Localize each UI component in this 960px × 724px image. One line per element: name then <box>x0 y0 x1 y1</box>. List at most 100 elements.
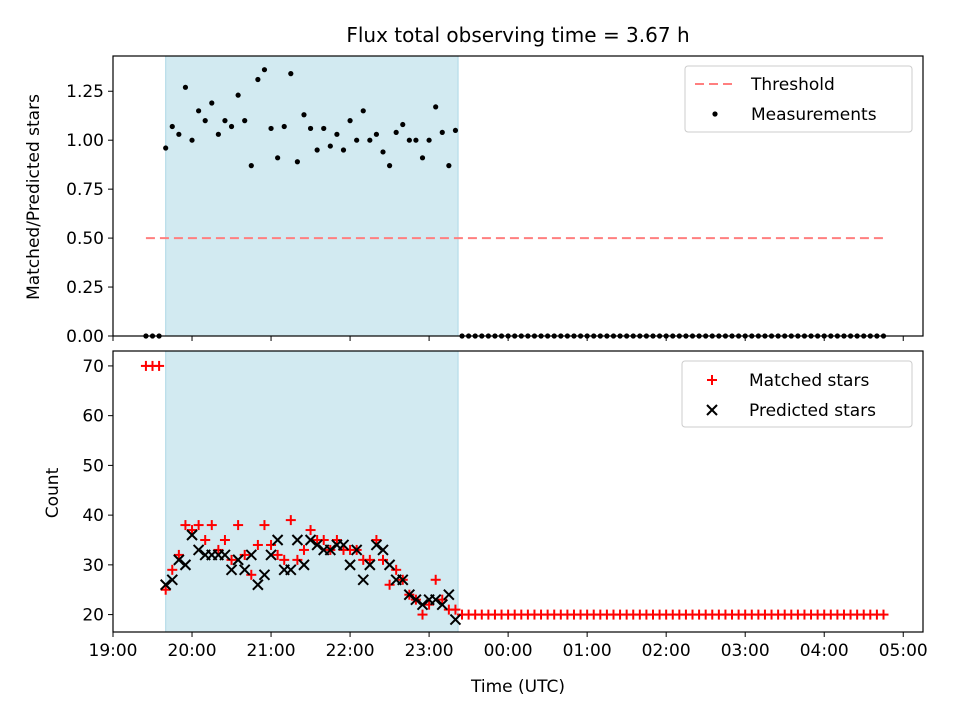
predicted-star-point <box>192 544 205 556</box>
predicted-star-point <box>449 613 462 626</box>
matched-star-point <box>167 564 178 575</box>
matched-star-point <box>298 544 309 555</box>
predicted-star-point <box>298 559 310 571</box>
measurement-point <box>202 118 208 124</box>
x-axis-label: Time (UTC) <box>470 677 565 697</box>
predicted-star-point <box>186 529 198 541</box>
measurement-point <box>255 76 261 83</box>
measurement-point <box>301 112 307 118</box>
predicted-star-point <box>232 554 244 566</box>
legend-predicted-label: Predicted stars <box>749 401 876 421</box>
measurement-point <box>386 163 393 169</box>
bottom-y-tick-label: 30 <box>82 556 104 576</box>
matched-star-point <box>266 539 277 550</box>
predicted-star-point <box>304 534 317 546</box>
top-axes-frame <box>112 55 924 337</box>
bottom-y-tick-label: 50 <box>82 456 104 476</box>
measurement-point <box>321 125 327 132</box>
bottom-x-tick-label: 21:00 <box>247 641 296 661</box>
bottom-x-tick-label: 03:00 <box>721 641 770 661</box>
predicted-star-point <box>410 593 422 606</box>
matched-star-point <box>193 520 204 531</box>
measurement-point <box>426 137 432 143</box>
bottom-legend-frame <box>681 360 913 428</box>
matched-star-point <box>219 534 230 545</box>
predicted-star-point <box>265 549 277 561</box>
matched-star-point <box>285 515 296 526</box>
legend-predicted-swatch <box>706 404 718 416</box>
bottom-x-tick-label: 05:00 <box>879 641 928 661</box>
predicted-star-point <box>350 544 363 556</box>
measurement-point <box>419 155 426 161</box>
predicted-star-point <box>173 554 185 566</box>
bottom-x-tick-label: 02:00 <box>642 641 691 661</box>
matched-star-point <box>331 534 342 545</box>
predicted-star-point <box>179 559 192 571</box>
top-y-tick-label: 0.25 <box>66 278 104 298</box>
measurement-point <box>347 118 353 124</box>
predicted-star-point <box>311 539 323 551</box>
matched-star-point <box>279 554 290 565</box>
matched-star-point <box>430 574 441 585</box>
measurement-point <box>446 163 452 169</box>
top-y-axis-label: Matched/Predicted stars <box>24 94 44 300</box>
matched-star-point <box>424 599 435 610</box>
top-y-tick-label: 1.25 <box>66 82 104 102</box>
predicted-star-point <box>344 559 356 571</box>
top-y-tick-label: 0.50 <box>66 229 104 249</box>
measurement-point <box>196 108 202 114</box>
predicted-star-point <box>258 569 271 581</box>
bottom-legend: Matched stars Predicted stars <box>681 360 913 428</box>
matched-star-point <box>259 520 270 531</box>
measurement-point <box>209 100 215 106</box>
measurement-point <box>314 147 320 153</box>
predicted-star-point <box>239 564 251 576</box>
legend-measurements-swatch <box>712 111 718 117</box>
legend-matched-label: Matched stars <box>749 371 869 391</box>
predicted-star-point <box>337 539 350 551</box>
matched-star-point <box>206 520 217 531</box>
predicted-star-point <box>225 564 238 576</box>
legend-matched-swatch <box>707 375 717 385</box>
matched-star-point <box>246 569 257 580</box>
bottom-x-tick-label: 23:00 <box>405 641 454 661</box>
measurement-point <box>189 137 195 143</box>
measurement-point <box>268 125 274 132</box>
matched-star-point <box>437 594 448 605</box>
predicted-star-point <box>436 598 448 611</box>
bottom-x-tick-label: 20:00 <box>168 641 217 661</box>
matched-star-point <box>180 520 191 531</box>
measurement-point <box>275 155 281 161</box>
top-legend-frame <box>684 65 913 133</box>
predicted-star-point <box>357 574 369 586</box>
predicted-star-point <box>443 588 455 601</box>
bottom-x-tick-label: 00:00 <box>484 641 533 661</box>
measurement-point <box>439 129 445 135</box>
measurement-point <box>360 108 366 114</box>
predicted-star-point <box>159 579 172 591</box>
predicted-star-point <box>245 549 257 561</box>
bottom-x-tick-label: 19:00 <box>89 641 138 661</box>
measurement-point <box>406 137 412 143</box>
measurement-point <box>393 129 399 135</box>
matched-star-point <box>233 520 244 531</box>
bottom-x-tick-label: 01:00 <box>563 641 612 661</box>
predicted-star-point <box>364 559 376 571</box>
predicted-star-point <box>377 544 389 556</box>
measurement-point <box>334 131 340 137</box>
measurement-point <box>433 104 439 110</box>
measurement-point <box>176 131 182 137</box>
measurement-point <box>222 118 228 124</box>
measurement-point <box>294 159 300 165</box>
measurement-point <box>281 123 287 130</box>
measurement-point <box>261 67 268 73</box>
predicted-star-point <box>324 544 337 556</box>
bottom-axes-frame <box>112 350 924 633</box>
matched-star-point <box>173 549 184 560</box>
measurement-point <box>169 123 175 130</box>
matched-star-point <box>226 554 237 565</box>
legend-threshold-label: Threshold <box>750 75 835 95</box>
matched-star-point <box>391 564 402 575</box>
top-observing-span <box>165 55 459 337</box>
predicted-star-point <box>383 559 396 571</box>
